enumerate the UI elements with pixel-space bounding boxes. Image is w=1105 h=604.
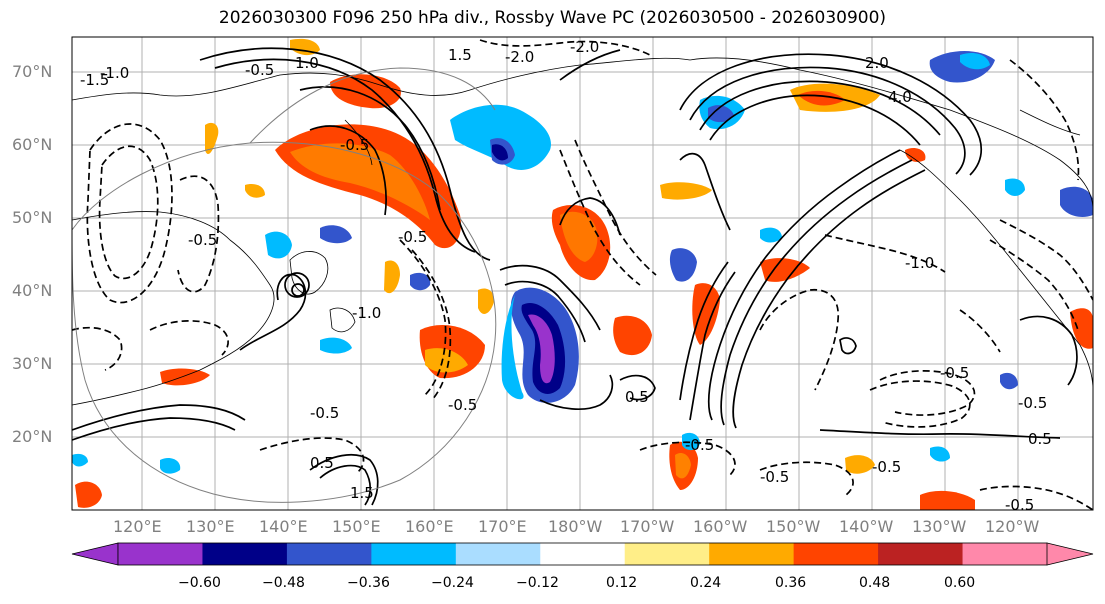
lon-label-130e: 130°E (186, 517, 235, 536)
contour-label: -0.5 (760, 468, 789, 486)
colorbar (71, 542, 1094, 566)
colorbar-cell (878, 543, 964, 565)
colorbar-cell (624, 543, 710, 565)
colorbar-tick: −0.48 (262, 575, 305, 591)
graticule (72, 37, 1093, 510)
contour-label: -0.5 (1005, 496, 1034, 514)
colorbar-cell (709, 543, 795, 565)
colorbar-cell (962, 543, 1048, 565)
lon-label-160w: 160°W (693, 517, 748, 536)
contour-label: -0.5 (872, 458, 901, 476)
contour-label: -0.5 (1018, 394, 1047, 412)
colorbar-cell (286, 543, 372, 565)
lat-label-70n: 70°N (12, 62, 53, 81)
contour-label: 4.0 (888, 88, 912, 106)
colorbar-cell (118, 543, 203, 565)
contour-lines (72, 47, 1078, 506)
lon-label-120e: 120°E (113, 517, 162, 536)
contour-label: -0.5 (685, 436, 714, 454)
contour-label: 0.5 (1028, 430, 1052, 448)
contour-label: 1.5 (350, 484, 374, 502)
lon-label-140e: 140°E (259, 517, 308, 536)
lat-label-50n: 50°N (12, 208, 53, 227)
colorbar-tick: 0.60 (944, 575, 976, 591)
contour-label: -1.0 (352, 304, 381, 322)
lat-label-60n: 60°N (12, 135, 53, 154)
lon-label-140w: 140°W (839, 517, 894, 536)
contour-label: -0.5 (310, 404, 339, 422)
great-circle-arc (249, 67, 496, 144)
lon-label-150w: 150°W (766, 517, 821, 536)
lon-label-180w: 180°W (548, 517, 603, 536)
colorbar-cell (202, 543, 288, 565)
colorbar-cell (371, 543, 457, 565)
contour-label: 0.5 (625, 388, 649, 406)
colorbar-cell (455, 543, 541, 565)
contour-label: -1.0 (905, 254, 934, 272)
contour-label-group: -2.0 -2.0 -1.5 1.5 -1.0 -0.5 -0.5 1.0 2.… (80, 38, 1052, 514)
contour-label: 2.0 (865, 54, 889, 72)
colorbar-low-extend (71, 542, 119, 566)
contour-label: -0.5 (448, 396, 477, 414)
map-frame (71, 36, 1094, 511)
lat-label-40n: 40°N (12, 281, 53, 300)
contour-label: -0.5 (340, 136, 369, 154)
lon-label-130w: 130°W (912, 517, 967, 536)
contour-label: -0.5 (188, 231, 217, 249)
map-title: 2026030300 F096 250 hPa div., Rossby Wav… (218, 8, 887, 28)
colorbar-tick: 0.48 (859, 575, 891, 591)
lon-label-150e: 150°E (332, 517, 381, 536)
colorbar-cell (540, 543, 626, 565)
lon-label-170w: 170°W (620, 517, 675, 536)
lat-label-30n: 30°N (12, 354, 53, 373)
contour-label: 1.0 (295, 54, 319, 72)
colorbar-tick: −0.12 (516, 575, 559, 591)
colorbar-tick: 0.12 (606, 575, 638, 591)
lon-label-120w: 120°W (985, 517, 1040, 536)
colorbar-cell (793, 543, 879, 565)
contour-label: -1.5 (80, 71, 109, 89)
lon-label-170e: 170°E (478, 517, 527, 536)
contour-label: 0.5 (310, 454, 334, 472)
contour-label: -2.0 (505, 48, 534, 66)
contour-lines-dashed (72, 39, 1093, 510)
lat-label-20n: 20°N (12, 427, 53, 446)
contour-label: -1.0 (100, 64, 129, 82)
contour-label: -0.5 (245, 61, 274, 79)
colorbar-high-extend (1046, 542, 1094, 566)
colorbar-tick: 0.24 (690, 575, 722, 591)
colorbar-tick: −0.60 (178, 575, 221, 591)
great-circle (72, 141, 497, 503)
contour-label: 1.5 (448, 46, 472, 64)
colorbar-tick: 0.36 (775, 575, 807, 591)
contour-label: -2.0 (570, 38, 599, 56)
lon-label-160e: 160°E (405, 517, 454, 536)
colorbar-frame (117, 542, 1048, 566)
colorbar-tick: −0.36 (347, 575, 390, 591)
contour-label: -0.5 (940, 364, 969, 382)
colorbar-tick: −0.24 (431, 575, 474, 591)
coastlines (72, 57, 1093, 406)
divergence-shading (72, 38, 1093, 510)
contour-label: -0.5 (398, 228, 427, 246)
